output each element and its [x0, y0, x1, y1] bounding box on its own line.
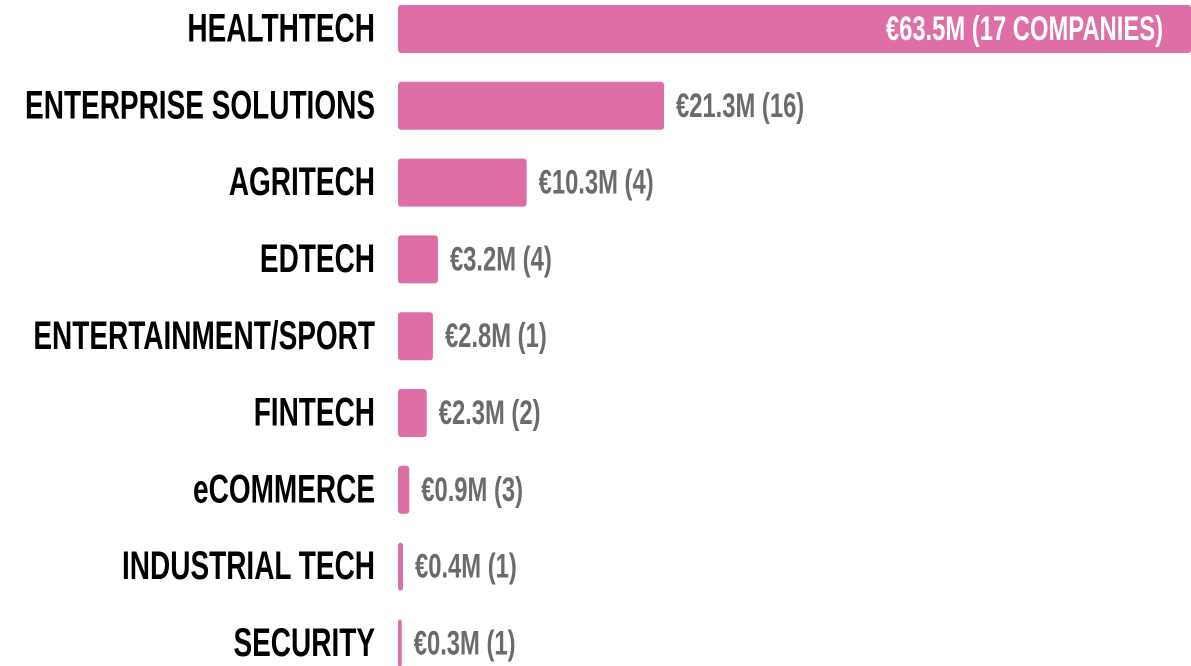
value-label-group: €0.9M (3): [421, 471, 523, 509]
value-label-group: €2.8M (1): [445, 317, 547, 355]
value-label-group: €0.3M (1): [414, 624, 516, 662]
category-label-group: eCOMMERCE: [193, 468, 375, 512]
bar: [398, 312, 433, 361]
category-label-group: ENTERPRISE SOLUTIONS: [25, 84, 375, 128]
category-label: INDUSTRIAL TECH: [122, 544, 375, 588]
value-label: €0.4M (1): [415, 547, 517, 585]
value-label: €63.5M (17 COMPANIES): [886, 10, 1163, 48]
bar: [398, 465, 410, 514]
value-label: €2.3M (2): [439, 394, 541, 432]
value-label-group: €10.3M (4): [539, 163, 654, 201]
category-label-group: FINTECH: [254, 391, 375, 435]
bar: [398, 81, 664, 130]
value-label-group: €2.3M (2): [439, 394, 541, 432]
value-label: €0.3M (1): [414, 624, 516, 662]
value-label: €10.3M (4): [539, 163, 654, 201]
value-label: €3.2M (4): [450, 240, 552, 278]
value-label: €0.9M (3): [421, 471, 523, 509]
category-label: FINTECH: [254, 391, 375, 435]
category-label: eCOMMERCE: [193, 468, 375, 512]
category-label: EDTECH: [260, 237, 375, 281]
category-label: SECURITY: [233, 621, 375, 665]
category-label: AGRITECH: [229, 160, 375, 204]
value-label-group: €0.4M (1): [415, 547, 517, 585]
value-label: €21.3M (16): [676, 87, 804, 125]
value-label: €2.8M (1): [445, 317, 547, 355]
category-label-group: AGRITECH: [229, 160, 375, 204]
category-label-group: HEALTHTECH: [187, 7, 375, 51]
bar: [398, 158, 527, 207]
category-label-group: SECURITY: [233, 621, 375, 665]
value-label-group: €21.3M (16): [676, 87, 804, 125]
category-label: ENTERTAINMENT/SPORT: [33, 314, 375, 358]
bar: [398, 389, 427, 437]
category-label-group: EDTECH: [260, 237, 375, 281]
category-label: ENTERPRISE SOLUTIONS: [25, 84, 375, 128]
bar: [398, 235, 438, 284]
category-label-group: ENTERTAINMENT/SPORT: [33, 314, 375, 358]
category-label-group: INDUSTRIAL TECH: [122, 544, 375, 588]
bar: [398, 542, 403, 591]
value-label-group: €63.5M (17 COMPANIES): [886, 10, 1163, 48]
bar: [398, 619, 402, 666]
value-label-group: €3.2M (4): [450, 240, 552, 278]
bar: [398, 5, 1191, 53]
category-label: HEALTHTECH: [187, 7, 375, 51]
